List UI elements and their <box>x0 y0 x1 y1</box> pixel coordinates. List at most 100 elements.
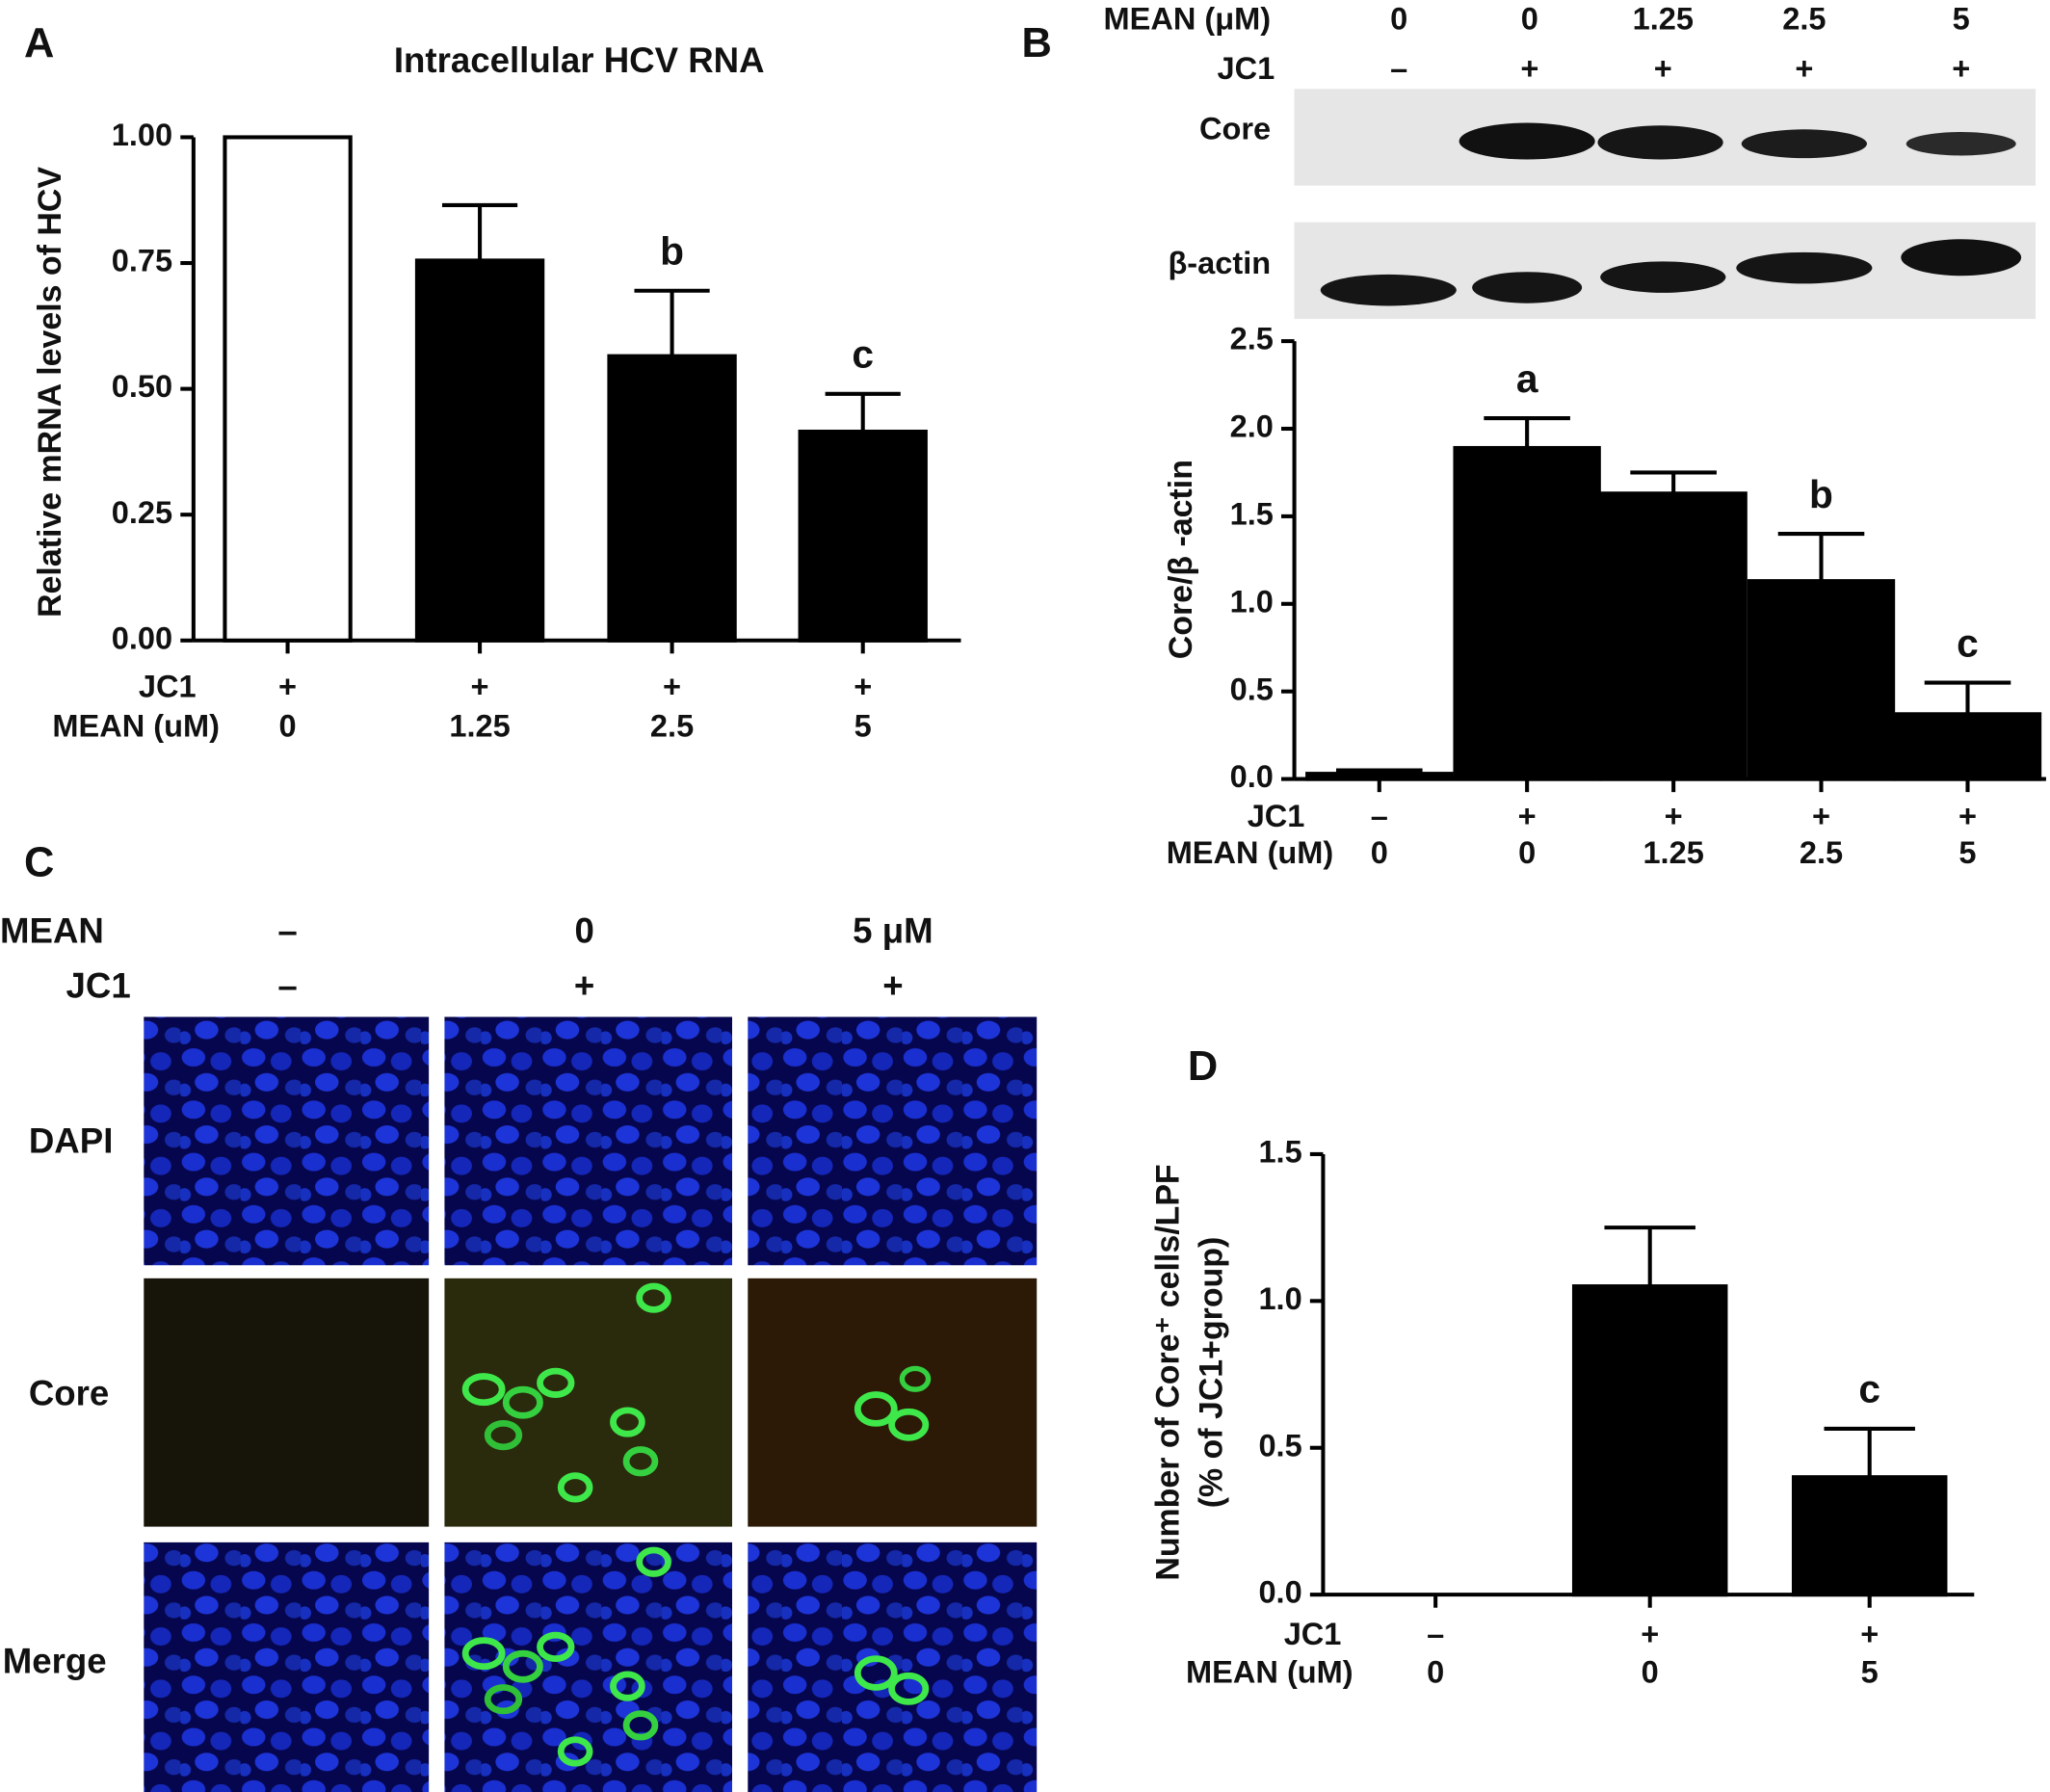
blot-header-value: + <box>1795 51 1813 86</box>
western-blot <box>1294 89 2037 320</box>
y-tick-label: 0.5 <box>1230 672 1274 706</box>
blot-header-value: 1.25 <box>1633 1 1694 36</box>
error-bar <box>634 288 710 356</box>
condition-label: JC1 <box>139 670 197 704</box>
blot-header-value: + <box>1520 51 1538 86</box>
condition-value: + <box>1665 799 1683 833</box>
blot-header-value: 0 <box>1521 1 1538 36</box>
y-tick-label: 2.0 <box>1230 409 1274 444</box>
condition-value: + <box>1958 799 1977 833</box>
bar <box>798 429 928 643</box>
bar <box>1599 491 1748 781</box>
micrograph-row-label: Core <box>29 1374 109 1413</box>
condition-label: MEAN (uM) <box>1186 1654 1354 1689</box>
condition-value: + <box>278 670 297 704</box>
bar <box>1893 712 2042 781</box>
significance-letter: b <box>1809 472 1833 516</box>
condition-value: + <box>663 670 681 704</box>
error-bar <box>1484 416 1570 448</box>
condition-value: 5 <box>1861 1654 1879 1689</box>
condition-value: 1.25 <box>449 708 510 743</box>
y-tick-label: 0.0 <box>1258 1575 1301 1610</box>
micrograph-header-value: 5 μM <box>853 910 933 950</box>
y-tick-label: 0.5 <box>1258 1428 1301 1463</box>
condition-value: + <box>1518 799 1537 833</box>
bar <box>1571 1284 1728 1597</box>
bar <box>1453 445 1601 781</box>
condition-value: – <box>1371 799 1388 833</box>
condition-value: + <box>1641 1617 1659 1651</box>
blot-band-label: β-actin <box>1168 246 1271 280</box>
condition-value: – <box>1427 1617 1444 1651</box>
blot-header-label: MEAN (μM) <box>1104 1 1272 36</box>
condition-value: 0 <box>1518 835 1536 870</box>
y-axis-label: Number of Core⁺ cells/LPF <box>1150 1164 1187 1580</box>
blot-header-value: 2.5 <box>1782 1 1826 36</box>
condition-value: 2.5 <box>1800 835 1843 870</box>
micrograph-header-label: JC1 <box>66 965 130 1005</box>
condition-value: + <box>1812 799 1830 833</box>
blot-band-label: Core <box>1199 111 1271 145</box>
condition-value: 0 <box>1371 835 1388 870</box>
blot-header-value: 5 <box>1953 1 1970 36</box>
condition-label: MEAN (uM) <box>1167 835 1334 870</box>
condition-value: 0 <box>1642 1654 1659 1689</box>
condition-value: 5 <box>1958 835 1976 870</box>
error-bar <box>1630 470 1717 494</box>
bar <box>223 135 353 643</box>
significance-letter: a <box>1516 356 1538 401</box>
y-tick-label: 0.25 <box>112 495 172 530</box>
y-tick-label: 1.0 <box>1258 1281 1301 1316</box>
y-axis-label: Core/β -actin <box>1163 460 1199 659</box>
condition-label: JC1 <box>1284 1617 1342 1651</box>
condition-value: 0 <box>279 708 297 743</box>
y-tick-label: 1.5 <box>1230 496 1274 531</box>
condition-value: 2.5 <box>650 708 694 743</box>
blot-header-value: 0 <box>1390 1 1407 36</box>
y-axis-label: (% of JC1+group) <box>1193 1237 1229 1509</box>
condition-value: 0 <box>1427 1654 1444 1689</box>
micrographs <box>144 1016 1038 1792</box>
y-tick-label: 1.0 <box>1230 584 1274 619</box>
blot-header-value: – <box>1390 51 1407 86</box>
y-tick-label: 0.0 <box>1230 759 1274 794</box>
significance-letter: c <box>852 332 874 377</box>
y-axis-label: Relative mRNA levels of HCV <box>32 167 68 618</box>
panel-label: A <box>24 20 54 66</box>
chart-title: Intracellular HCV RNA <box>394 40 765 80</box>
error-bar <box>1336 768 1423 775</box>
y-tick-label: 0.75 <box>112 244 172 278</box>
error-bar <box>1824 1426 1915 1478</box>
significance-letter: c <box>1957 620 1979 665</box>
panel-label: C <box>24 840 54 886</box>
blot-header-label: JC1 <box>1217 51 1275 86</box>
condition-value: 5 <box>854 708 872 743</box>
blot-header-value: + <box>1952 51 1970 86</box>
condition-value: + <box>854 670 872 704</box>
panel-label: D <box>1188 1043 1218 1090</box>
micrograph-header-value: – <box>277 965 297 1005</box>
error-bar <box>1604 1225 1695 1287</box>
condition-value: + <box>1860 1617 1879 1651</box>
significance-letter: b <box>660 229 684 274</box>
condition-label: MEAN (uM) <box>52 708 220 743</box>
panel-label: B <box>1022 20 1052 66</box>
bar <box>1305 772 1454 781</box>
y-tick-label: 1.5 <box>1258 1135 1301 1170</box>
y-tick-label: 2.5 <box>1230 322 1274 356</box>
bar <box>1747 579 1896 781</box>
blot-header-value: + <box>1654 51 1672 86</box>
micrograph-header-value: + <box>882 965 903 1005</box>
y-tick-label: 0.00 <box>112 620 172 655</box>
y-tick-label: 1.00 <box>112 118 172 152</box>
condition-value: + <box>471 670 489 704</box>
micrograph-header-value: – <box>277 910 297 950</box>
bar <box>414 258 545 643</box>
condition-value: 1.25 <box>1643 835 1703 870</box>
micrograph-row-label: Merge <box>3 1642 107 1681</box>
error-bar <box>1777 532 1865 582</box>
bar <box>607 354 737 643</box>
micrograph-header-value: 0 <box>574 910 593 950</box>
significance-letter: c <box>1858 1367 1880 1411</box>
bar <box>1791 1475 1948 1597</box>
